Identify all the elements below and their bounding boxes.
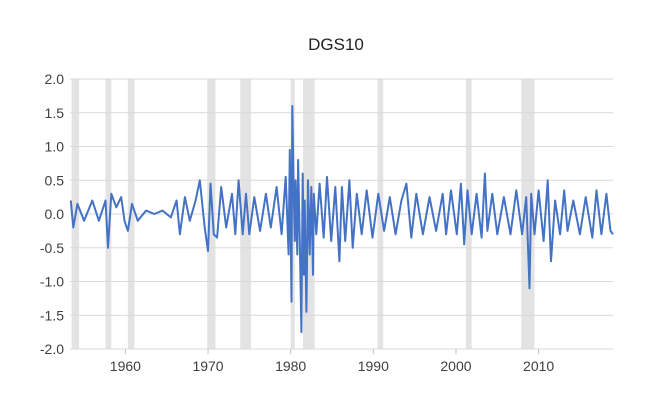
y-tick-label: 2.0 bbox=[45, 71, 65, 87]
series-layer bbox=[69, 105, 614, 334]
x-tick-label: 1980 bbox=[275, 358, 306, 374]
y-tick-label: -0.5 bbox=[40, 240, 64, 256]
x-tick-label: 1970 bbox=[192, 358, 223, 374]
chart-title: DGS10 bbox=[308, 35, 364, 54]
x-tick-label: 1990 bbox=[358, 358, 389, 374]
series-line bbox=[69, 105, 614, 334]
x-axis: 1960 1970 1980 1990 2000 2010 bbox=[110, 349, 554, 374]
y-tick-label: -1.5 bbox=[40, 307, 64, 323]
y-tick-label: 0.5 bbox=[45, 172, 65, 188]
y-tick-label: -2.0 bbox=[40, 341, 64, 357]
y-tick-label: 1.5 bbox=[45, 105, 65, 121]
y-tick-label: 0.0 bbox=[45, 206, 65, 222]
y-axis: 2.0 1.5 1.0 0.5 0.0 -0.5 -1.0 -1.5 -2.0 bbox=[40, 71, 64, 357]
x-tick-label: 1960 bbox=[110, 358, 141, 374]
x-tick-label: 2000 bbox=[440, 358, 471, 374]
gridlines bbox=[70, 78, 613, 350]
y-tick-label: -1.0 bbox=[40, 274, 64, 290]
x-tick-label: 2010 bbox=[523, 358, 554, 374]
y-tick-label: 1.0 bbox=[45, 139, 65, 155]
